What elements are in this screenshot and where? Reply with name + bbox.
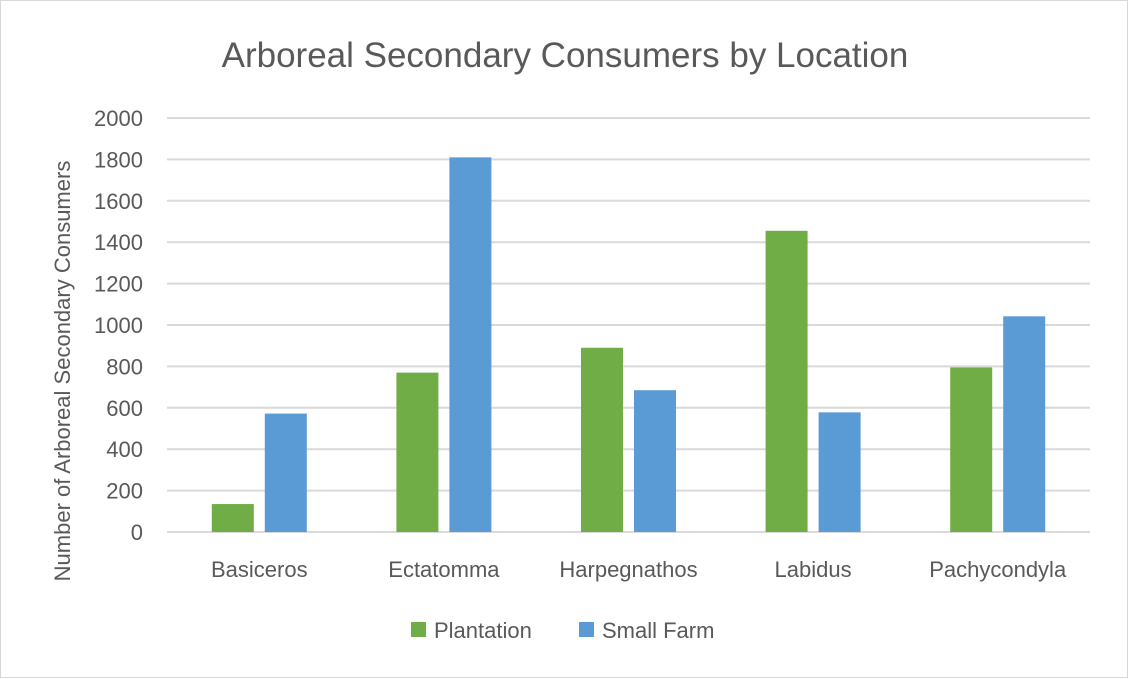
chart-title: Arboreal Secondary Consumers by Location [222, 36, 909, 75]
gridlines [167, 117, 1090, 533]
x-axis-ticks: Basiceros Ectatomma Harpegnathos Labidus Pac… [211, 557, 1067, 582]
y-tick-label: 600 [106, 396, 143, 421]
y-axis-title: Number of Arboreal Secondary Consumers [50, 161, 75, 582]
y-tick-label: 2000 [94, 106, 143, 131]
y-tick-label: 1800 [94, 147, 143, 172]
bar-plantation-labidus [765, 230, 808, 532]
bar-plantation-harpegnathos [581, 347, 623, 532]
bar-plantation-basiceros [211, 504, 254, 532]
bar-small-farm-harpegnathos [634, 390, 676, 532]
bar-plantation-ectatomma [396, 372, 439, 532]
x-tick-label: Harpegnathos [559, 557, 697, 582]
y-tick-label: 200 [106, 479, 143, 504]
y-tick-label: 400 [106, 437, 143, 462]
legend-label: Plantation [434, 618, 532, 643]
bar-small-farm-pachycondyla [1003, 316, 1046, 532]
legend: Plantation Small Farm [411, 618, 714, 643]
bar-small-farm-labidus [818, 412, 861, 532]
y-tick-label: 1200 [94, 272, 143, 297]
x-tick-label: Ectatomma [388, 557, 500, 582]
legend-swatch-plantation [411, 622, 426, 637]
x-tick-label: Labidus [775, 557, 852, 582]
bar-small-farm-basiceros [264, 413, 307, 532]
x-tick-label: Basiceros [211, 557, 308, 582]
x-tick-label: Pachycondyla [929, 557, 1067, 582]
y-tick-label: 1000 [94, 313, 143, 338]
y-tick-label: 800 [106, 354, 143, 379]
y-tick-label: 1600 [94, 189, 143, 214]
legend-swatch-small-farm [579, 622, 594, 637]
legend-label: Small Farm [602, 618, 714, 643]
y-tick-label: 0 [131, 520, 143, 545]
bars [211, 157, 1046, 532]
y-axis-ticks: 0 200 400 600 800 1000 1200 1400 1600 1800 2000 [94, 106, 143, 545]
bar-small-farm-ectatomma [449, 157, 492, 532]
bar-plantation-pachycondyla [950, 367, 993, 532]
y-tick-label: 1400 [94, 230, 143, 255]
